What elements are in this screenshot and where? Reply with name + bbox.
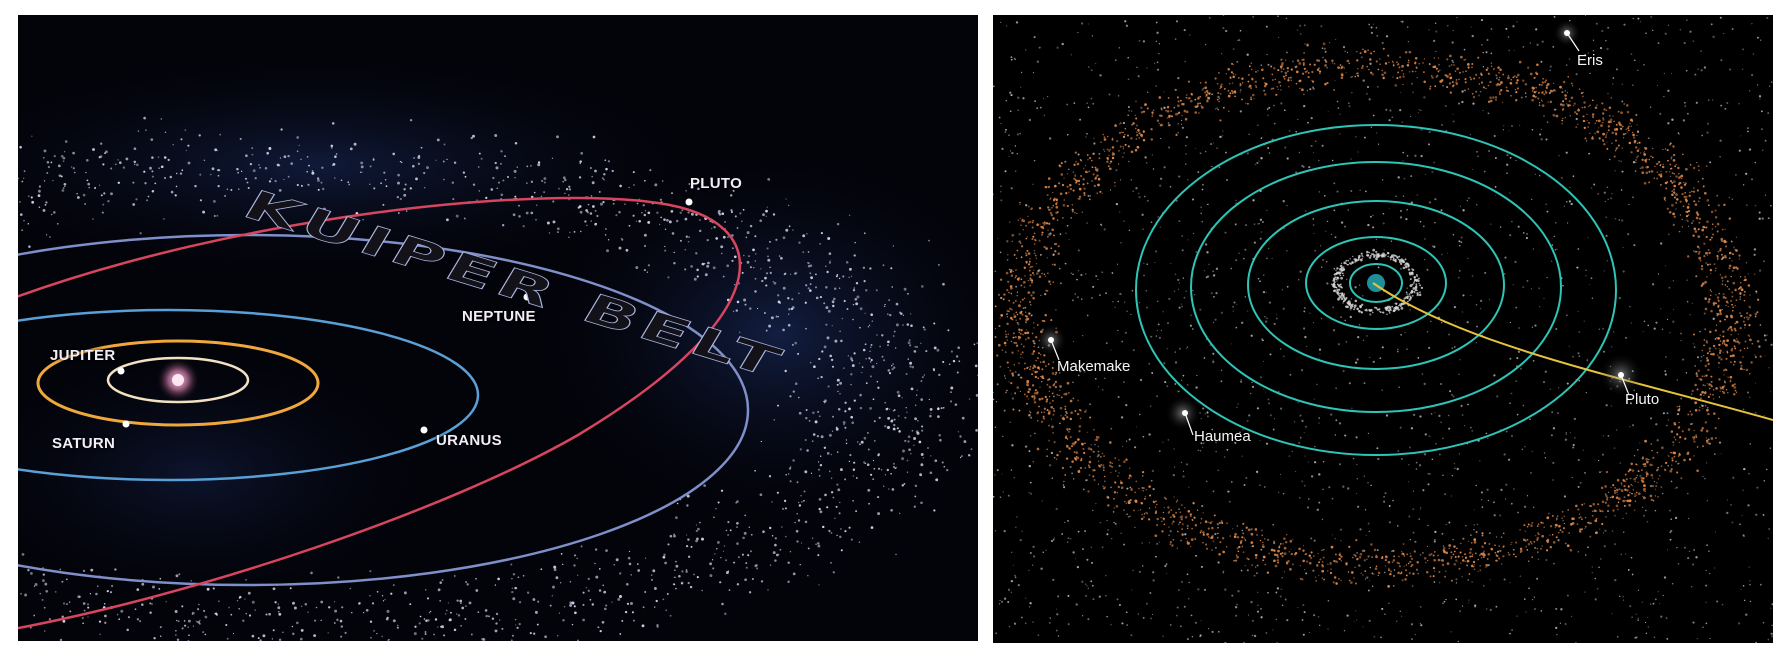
jupiter-orbit bbox=[1305, 236, 1447, 330]
right-scene bbox=[993, 15, 1773, 643]
belt-particles bbox=[993, 15, 1773, 643]
label-haumea: Haumea bbox=[1194, 428, 1251, 445]
kuiper-belt-illustration: KUIPER BELT PLUTO NEPTUNE JUPITER SATURN… bbox=[18, 15, 978, 641]
label-saturn: SATURN bbox=[52, 435, 116, 452]
haumea-dot bbox=[1182, 410, 1188, 416]
neptune-dot bbox=[523, 293, 531, 301]
label-pluto-right: Pluto bbox=[1625, 391, 1660, 408]
kuiper-belt-dwarf-planets: Eris Makemake Haumea Pluto bbox=[993, 15, 1773, 643]
uranus-orbit bbox=[18, 308, 480, 482]
saturn-dot bbox=[122, 420, 130, 428]
label-uranus: URANUS bbox=[436, 432, 502, 449]
pluto-dot bbox=[685, 198, 693, 206]
label-eris: Eris bbox=[1577, 52, 1603, 69]
left-scene: KUIPER BELT bbox=[18, 15, 978, 641]
pluto-orbit bbox=[18, 196, 741, 630]
saturn-orbit bbox=[36, 339, 320, 427]
uranus-orbit bbox=[1190, 161, 1562, 413]
neptune-orbit bbox=[1135, 124, 1617, 456]
pluto-dot bbox=[1618, 372, 1624, 378]
label-pluto: PLUTO bbox=[690, 175, 743, 192]
label-neptune: NEPTUNE bbox=[462, 308, 536, 325]
uranus-dot bbox=[420, 426, 428, 434]
pluto-path bbox=[1372, 282, 1773, 421]
saturn-orbit bbox=[1247, 200, 1505, 370]
label-makemake: Makemake bbox=[1057, 358, 1131, 375]
inner-orbit bbox=[1349, 263, 1403, 303]
jupiter-dot bbox=[117, 367, 125, 375]
makemake-dot bbox=[1048, 337, 1054, 343]
label-jupiter: JUPITER bbox=[50, 347, 116, 364]
belt-particles bbox=[18, 116, 978, 641]
eris-dot bbox=[1564, 30, 1570, 36]
